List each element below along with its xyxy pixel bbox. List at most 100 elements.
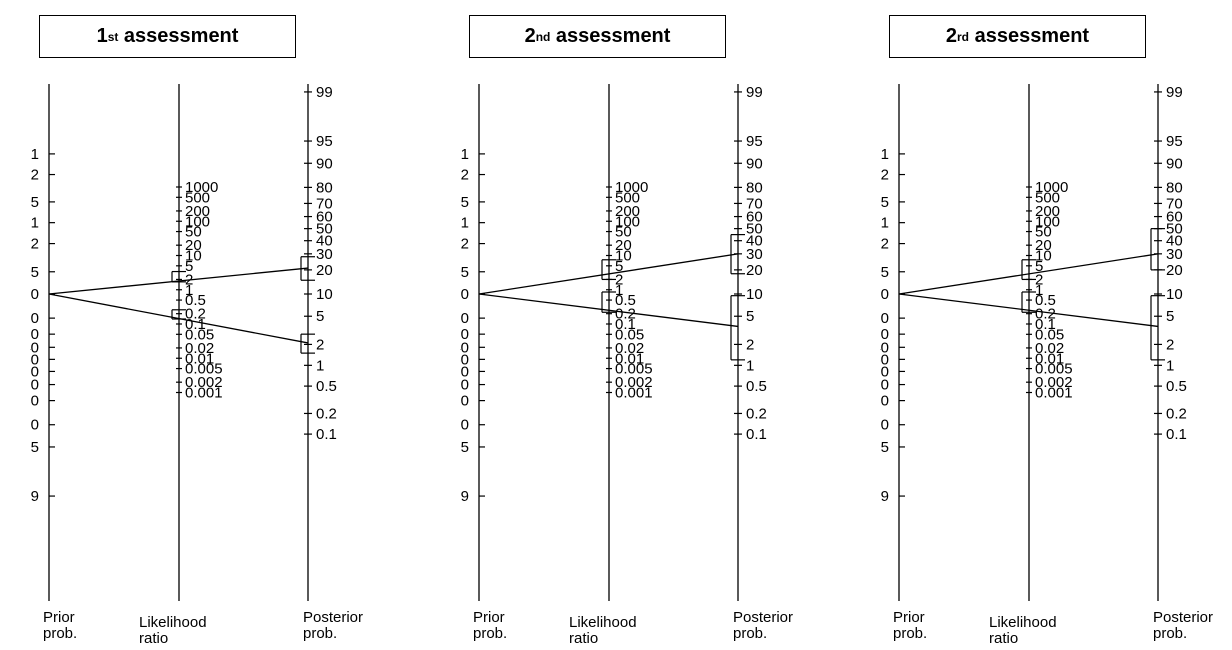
posterior-tick-label: 20	[746, 262, 763, 279]
prior-axis-title: prob.	[893, 625, 927, 642]
prior-tick-label: 70	[460, 377, 469, 394]
lr-tick-label: 0.005	[185, 361, 223, 378]
prior-tick-label: 70	[880, 377, 889, 394]
posterior-tick-label: 0.2	[1166, 405, 1187, 422]
posterior-tick-label: 99	[316, 84, 333, 101]
lr-tick-label: 0.05	[615, 326, 644, 343]
posterior-tick-label: 0.2	[316, 405, 337, 422]
lr-tick-label: 200	[185, 203, 210, 220]
title-text: assessment	[550, 25, 671, 47]
posterior-tick-label: 70	[1166, 195, 1183, 212]
prior-axis-title: Prior	[893, 609, 925, 626]
lr-axis-title: Likelihood	[569, 614, 637, 631]
lr-axis-title: ratio	[569, 630, 598, 647]
posterior-tick-label: 95	[316, 133, 333, 150]
nomogram-panel-2: 2nd assessment 0.10.20.51251020304050607…	[460, 0, 870, 650]
lr-tick-label: 0.002	[185, 374, 223, 391]
prior-tick-label: 10	[30, 286, 39, 303]
posterior-axis-title: Posterior	[303, 609, 363, 626]
posterior-tick-label: 99	[746, 84, 763, 101]
prior-tick-label: 40	[30, 339, 39, 356]
lr-tick-label: 50	[185, 224, 202, 241]
lr-tick-label: 500	[1035, 189, 1060, 206]
lr-tick-label: 0.2	[185, 306, 206, 323]
posterior-tick-label: 0.5	[746, 378, 767, 395]
prior-tick-label: 80	[880, 393, 889, 410]
lr-tick-label: 0.2	[615, 306, 636, 323]
nomogram-line-1	[478, 253, 739, 295]
prior-tick-label: 50	[880, 351, 889, 368]
prior-tick-label: 5	[461, 264, 469, 281]
lr-tick-label: 1000	[185, 179, 218, 196]
lr-tick-label: 1000	[1035, 179, 1068, 196]
lr-tick-label: 0.001	[1035, 385, 1073, 402]
lr-tick-label: 0.5	[615, 292, 636, 309]
lr-tick-label: 0.5	[185, 292, 206, 309]
posterior-tick-label: 95	[1166, 133, 1183, 150]
posterior-tick-label: 0.2	[746, 405, 767, 422]
lr-tick-label: 10	[185, 248, 202, 265]
posterior-tick-label: 30	[1166, 246, 1183, 263]
lr-tick-label: 0.002	[615, 374, 653, 391]
posterior-tick-label: 40	[1166, 233, 1183, 250]
prior-tick-label: 30	[460, 326, 469, 343]
lr-tick-label: 200	[1035, 203, 1060, 220]
prior-tick-label: 0.1	[460, 146, 469, 163]
prior-tick-label: 30	[880, 326, 889, 343]
lr-axis-title: Likelihood	[139, 614, 207, 631]
posterior-tick-label: 40	[316, 233, 333, 250]
posterior-tick-label: 90	[316, 155, 333, 172]
prior-tick-label: 80	[460, 393, 469, 410]
posterior-tick-label: 30	[746, 246, 763, 263]
posterior-tick-label: 0.1	[1166, 426, 1187, 443]
prior-tick-label: 0.1	[30, 146, 39, 163]
lr-tick-label: 500	[615, 189, 640, 206]
nomogram-line-2	[478, 293, 739, 328]
nomogram-line-2	[898, 293, 1159, 328]
posterior-tick-label: 0.5	[316, 378, 337, 395]
prior-tick-label: 60	[880, 363, 889, 380]
lr-tick-label: 100	[185, 213, 210, 230]
title-number: 1	[96, 25, 108, 47]
prior-tick-label: 2	[881, 236, 889, 253]
posterior-tick-label: 30	[316, 246, 333, 263]
prior-tick-label: 50	[30, 351, 39, 368]
posterior-tick-label: 20	[1166, 262, 1183, 279]
lr-tick-label: 500	[185, 189, 210, 206]
lr-tick-label: 5	[615, 258, 623, 275]
prior-tick-label: 40	[460, 339, 469, 356]
posterior-tick-label: 10	[1166, 286, 1183, 303]
posterior-tick-label: 60	[1166, 209, 1183, 226]
lr-tick-label: 0.005	[615, 361, 653, 378]
posterior-tick-label: 50	[746, 221, 763, 238]
lr-tick-label: 0.2	[1035, 306, 1056, 323]
posterior-tick-label: 50	[1166, 221, 1183, 238]
prior-tick-label: 0.2	[30, 167, 39, 184]
posterior-tick-label: 50	[316, 221, 333, 238]
prior-tick-label: 60	[30, 363, 39, 380]
posterior-tick-label: 1	[746, 357, 754, 374]
posterior-tick-label: 0.5	[1166, 378, 1187, 395]
nomogram-line-1	[898, 253, 1159, 295]
lr-tick-label: 0.01	[1035, 350, 1064, 367]
posterior-tick-label: 1	[316, 357, 324, 374]
nomogram-panel-3: 2rd assessment 0.10.20.51251020304050607…	[880, 0, 1232, 650]
posterior-tick-label: 20	[316, 262, 333, 279]
prior-tick-label: 95	[30, 439, 39, 456]
lr-tick-label: 100	[1035, 213, 1060, 230]
prior-tick-label: 5	[881, 264, 889, 281]
prior-tick-label: 20	[460, 310, 469, 327]
lr-tick-label: 2	[1035, 271, 1043, 288]
lr-tick-label: 10	[615, 248, 632, 265]
posterior-tick-label: 5	[746, 308, 754, 325]
posterior-tick-label: 0.1	[316, 426, 337, 443]
title-ordinal: nd	[535, 29, 551, 44]
prior-tick-label: 0.1	[880, 146, 889, 163]
prior-tick-label: 2	[461, 236, 469, 253]
posterior-tick-label: 40	[746, 233, 763, 250]
lr-tick-label: 0.01	[185, 350, 214, 367]
prior-tick-label: 20	[30, 310, 39, 327]
posterior-axis-title: prob.	[1153, 625, 1187, 642]
lr-tick-label: 1	[185, 282, 193, 299]
title-ordinal: rd	[957, 29, 970, 44]
